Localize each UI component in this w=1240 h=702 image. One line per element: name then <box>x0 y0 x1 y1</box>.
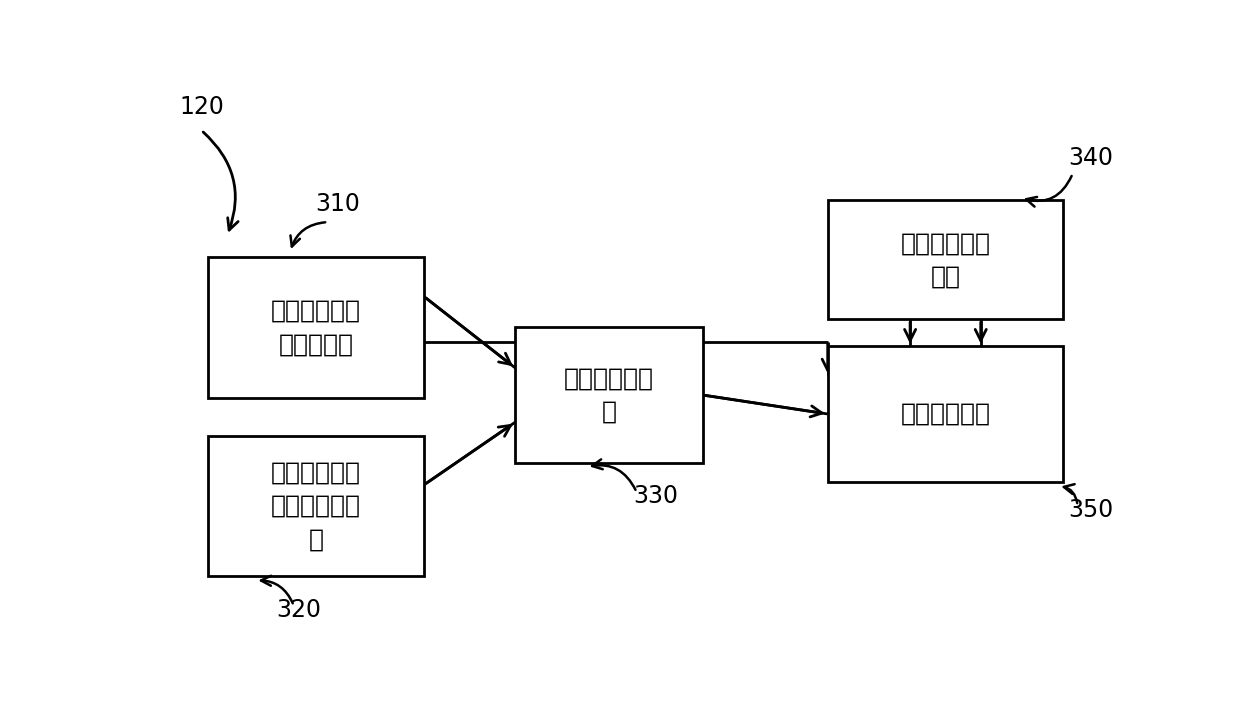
Bar <box>208 257 424 398</box>
Bar <box>516 327 703 463</box>
Text: 330: 330 <box>634 484 678 508</box>
Text: 相位补偿控制
器: 相位补偿控制 器 <box>564 366 653 424</box>
Text: 120: 120 <box>179 95 224 119</box>
Text: 310: 310 <box>315 192 360 216</box>
Text: 功率绕组侧电
压相位检测单
元: 功率绕组侧电 压相位检测单 元 <box>272 461 361 551</box>
Text: 电网侧电压相
位检测单元: 电网侧电压相 位检测单元 <box>272 299 361 356</box>
Text: 转子频率检测
单元: 转子频率检测 单元 <box>900 231 991 289</box>
Text: 320: 320 <box>277 597 321 622</box>
Text: 350: 350 <box>1068 498 1114 522</box>
Bar <box>828 346 1063 482</box>
Text: 相位环控制器: 相位环控制器 <box>900 402 991 426</box>
Bar <box>208 435 424 576</box>
Bar <box>828 201 1063 319</box>
Text: 340: 340 <box>1068 146 1114 171</box>
